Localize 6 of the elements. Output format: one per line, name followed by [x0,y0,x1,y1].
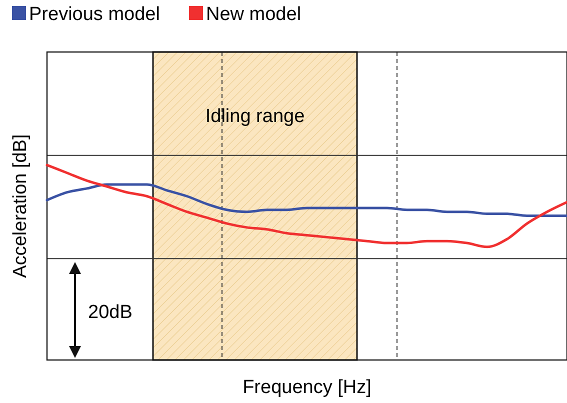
annotation: 20dB [88,302,132,323]
legend-label: Previous model [29,4,160,25]
x-axis-title: Frequency [Hz] [242,377,372,398]
legend-label: New model [206,4,302,25]
y-axis-title: Acceleration [dB] [10,134,31,278]
text: Idling range [205,106,305,127]
